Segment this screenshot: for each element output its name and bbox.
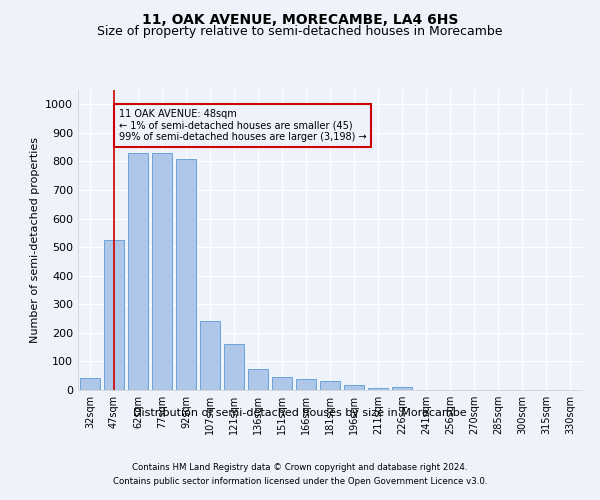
- Bar: [344, 385, 364, 390]
- Bar: [104, 240, 124, 390]
- Text: Size of property relative to semi-detached houses in Morecambe: Size of property relative to semi-detach…: [97, 25, 503, 38]
- Bar: [152, 154, 172, 390]
- Text: 11 OAK AVENUE: 48sqm
← 1% of semi-detached houses are smaller (45)
99% of semi-d: 11 OAK AVENUE: 48sqm ← 1% of semi-detach…: [119, 108, 367, 142]
- Bar: [80, 378, 100, 390]
- Bar: [176, 158, 196, 390]
- Y-axis label: Number of semi-detached properties: Number of semi-detached properties: [29, 137, 40, 343]
- Text: Distribution of semi-detached houses by size in Morecambe: Distribution of semi-detached houses by …: [133, 408, 467, 418]
- Bar: [296, 380, 316, 390]
- Bar: [368, 388, 388, 390]
- Bar: [392, 387, 412, 390]
- Bar: [128, 153, 148, 390]
- Bar: [320, 382, 340, 390]
- Text: 11, OAK AVENUE, MORECAMBE, LA4 6HS: 11, OAK AVENUE, MORECAMBE, LA4 6HS: [142, 12, 458, 26]
- Bar: [272, 376, 292, 390]
- Bar: [224, 344, 244, 390]
- Text: Contains HM Land Registry data © Crown copyright and database right 2024.: Contains HM Land Registry data © Crown c…: [132, 462, 468, 471]
- Bar: [200, 322, 220, 390]
- Bar: [248, 368, 268, 390]
- Text: Contains public sector information licensed under the Open Government Licence v3: Contains public sector information licen…: [113, 478, 487, 486]
